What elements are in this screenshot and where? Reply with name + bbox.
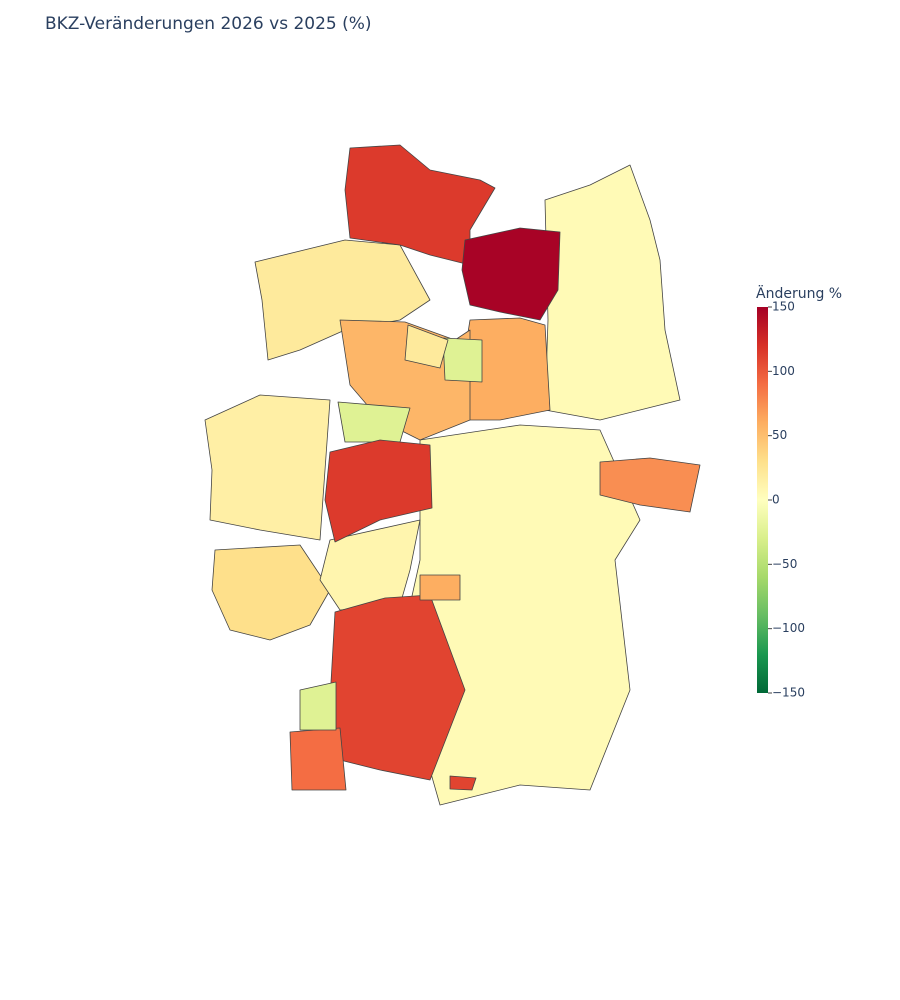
- chart-title: BKZ-Veränderungen 2026 vs 2025 (%): [45, 14, 372, 34]
- region: [442, 337, 483, 383]
- colorbar-tick-label: −150: [772, 686, 805, 700]
- colorbar-tick-label: 0: [772, 493, 780, 507]
- colorbar-tick-label: 100: [772, 364, 795, 378]
- region: [404, 324, 449, 369]
- colorbar-tick-label: 150: [772, 300, 795, 314]
- colorbar-tick-label: −50: [772, 557, 797, 571]
- colorbar: [757, 307, 768, 693]
- region: [419, 574, 461, 601]
- region: [599, 457, 701, 513]
- colorbar-title: Änderung %: [756, 284, 842, 302]
- colorbar-tick-label: −100: [772, 621, 805, 635]
- region: [324, 439, 433, 543]
- colorbar-tick-label: 50: [772, 428, 787, 442]
- region: [211, 544, 331, 641]
- region: [461, 227, 561, 321]
- region: [337, 401, 411, 443]
- region: [204, 394, 331, 541]
- region: [544, 164, 681, 421]
- region: [449, 775, 477, 791]
- region: [299, 681, 337, 731]
- region: [289, 727, 347, 791]
